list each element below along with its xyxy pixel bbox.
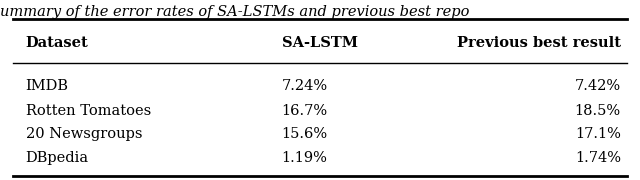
- Text: 1.74%: 1.74%: [575, 151, 621, 165]
- Text: 20 Newsgroups: 20 Newsgroups: [26, 127, 142, 141]
- Text: 18.5%: 18.5%: [575, 104, 621, 118]
- Text: SA-LSTM: SA-LSTM: [282, 36, 358, 50]
- Text: 15.6%: 15.6%: [282, 127, 328, 141]
- Text: 16.7%: 16.7%: [282, 104, 328, 118]
- Text: Rotten Tomatoes: Rotten Tomatoes: [26, 104, 151, 118]
- Text: DBpedia: DBpedia: [26, 151, 89, 165]
- Text: IMDB: IMDB: [26, 79, 68, 93]
- Text: ummary of the error rates of SA-LSTMs and previous best repo: ummary of the error rates of SA-LSTMs an…: [0, 5, 469, 19]
- Text: 1.19%: 1.19%: [282, 151, 328, 165]
- Text: Previous best result: Previous best result: [457, 36, 621, 50]
- Text: 7.42%: 7.42%: [575, 79, 621, 93]
- Text: 7.24%: 7.24%: [282, 79, 328, 93]
- Text: 17.1%: 17.1%: [575, 127, 621, 141]
- Text: Dataset: Dataset: [26, 36, 88, 50]
